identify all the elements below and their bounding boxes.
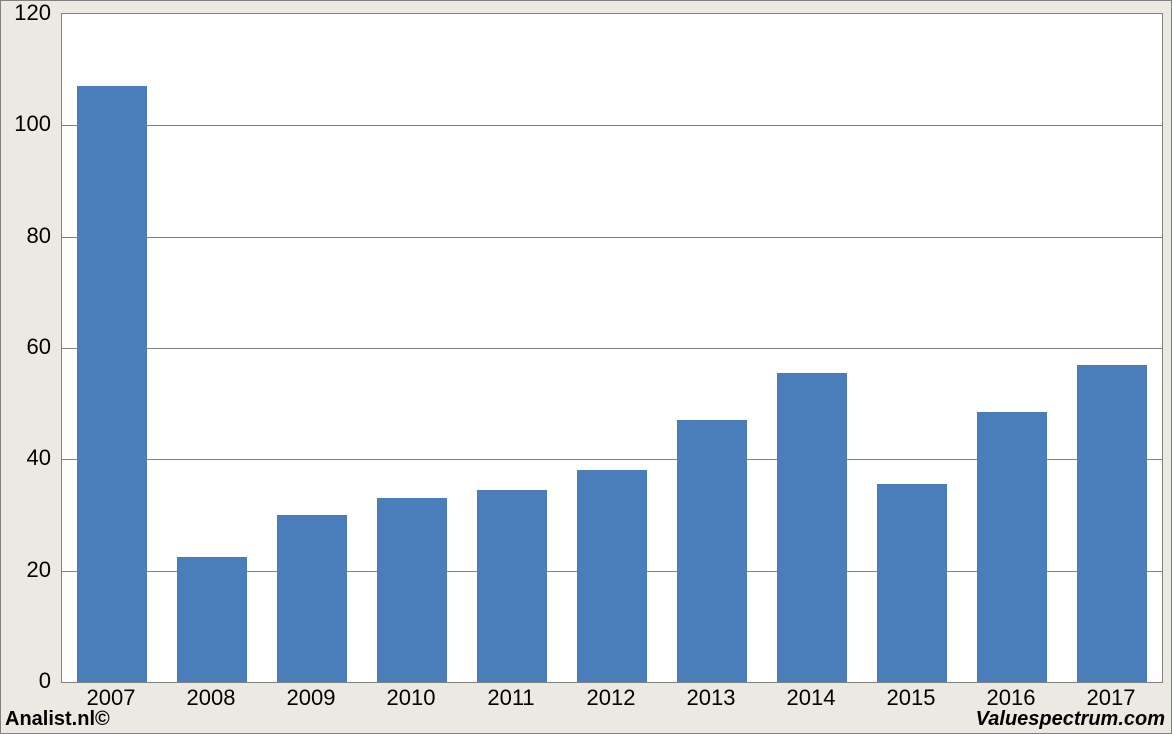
bar bbox=[77, 86, 147, 682]
bar bbox=[577, 470, 647, 682]
footer-left-credit: Analist.nl© bbox=[5, 708, 110, 731]
x-tick-label: 2008 bbox=[187, 685, 236, 711]
gridline bbox=[62, 125, 1162, 126]
bar bbox=[977, 412, 1047, 682]
bar bbox=[177, 557, 247, 682]
bar bbox=[677, 420, 747, 682]
y-tick-label: 100 bbox=[1, 111, 51, 137]
x-tick-label: 2012 bbox=[587, 685, 636, 711]
x-tick-label: 2009 bbox=[287, 685, 336, 711]
x-tick-label: 2013 bbox=[687, 685, 736, 711]
y-tick-label: 40 bbox=[1, 445, 51, 471]
x-tick-label: 2014 bbox=[787, 685, 836, 711]
gridline bbox=[62, 348, 1162, 349]
x-tick-label: 2011 bbox=[487, 685, 534, 711]
bar bbox=[877, 484, 947, 682]
bar bbox=[277, 515, 347, 682]
x-tick-label: 2010 bbox=[387, 685, 436, 711]
bar bbox=[777, 373, 847, 682]
bar bbox=[1077, 365, 1147, 682]
y-tick-label: 20 bbox=[1, 557, 51, 583]
x-tick-label: 2015 bbox=[887, 685, 936, 711]
footer-right-credit: Valuespectrum.com bbox=[976, 708, 1165, 731]
bar bbox=[477, 490, 547, 682]
plot-area bbox=[61, 13, 1163, 683]
y-tick-label: 80 bbox=[1, 223, 51, 249]
y-tick-label: 60 bbox=[1, 334, 51, 360]
y-tick-label: 120 bbox=[1, 0, 51, 26]
gridline bbox=[62, 237, 1162, 238]
chart-frame: 020406080100120 200720082009201020112012… bbox=[0, 0, 1172, 734]
y-tick-label: 0 bbox=[1, 668, 51, 694]
bar bbox=[377, 498, 447, 682]
